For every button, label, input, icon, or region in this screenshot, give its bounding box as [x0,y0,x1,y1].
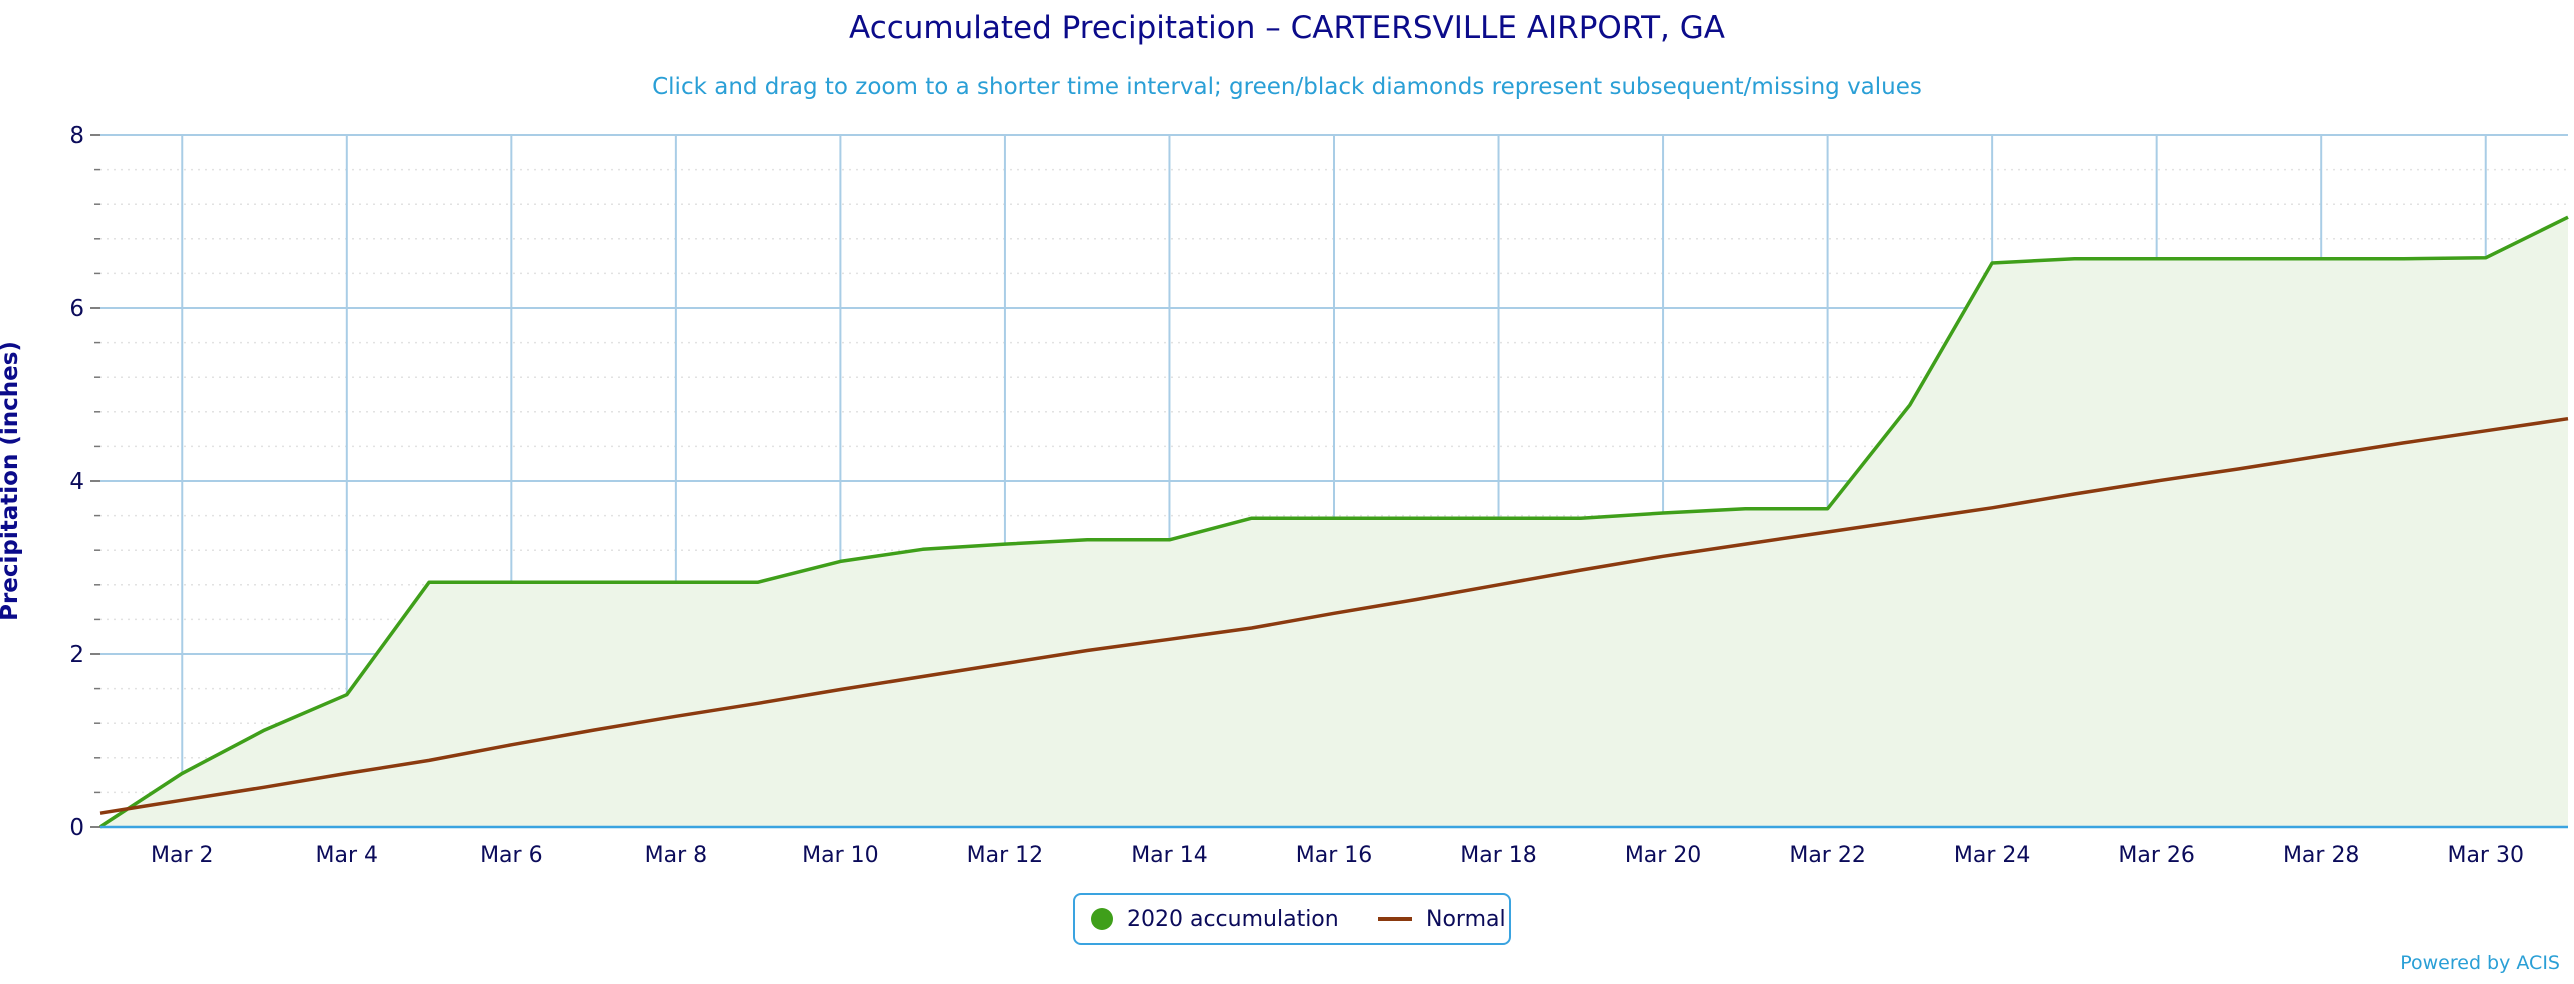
chart-subtitle: Click and drag to zoom to a shorter time… [652,74,1922,100]
y-axis-label: Precipitation (inches) [0,341,23,621]
x-tick-label: Mar 24 [1954,843,2031,868]
x-tick-label: Mar 16 [1296,843,1373,868]
x-tick-label: Mar 8 [645,843,708,868]
x-tick-label: Mar 6 [480,843,543,868]
x-tick-label: Mar 20 [1625,843,1702,868]
x-tick-label: Mar 12 [967,843,1044,868]
series-area-0 [100,217,2568,827]
y-tick-label: 6 [69,296,84,322]
legend-label-normal: Normal [1426,906,1506,932]
series-areas [100,217,2568,827]
legend-label-accumulation: 2020 accumulation [1127,906,1339,932]
chart-title: Accumulated Precipitation – CARTERSVILLE… [849,10,1725,46]
legend: 2020 accumulation Normal [1073,893,1511,945]
x-tick-label: Mar 22 [1789,843,1866,868]
x-tick-label: Mar 14 [1131,843,1208,868]
tick-labels: 0 2 4 6 8 Mar 2 Mar 4 Mar 6 Mar 8 Mar 10 Mar 12 Mar… [69,123,2524,868]
x-tick-label: Mar 4 [316,843,379,868]
legend-line-icon [1378,917,1412,921]
x-tick-label: Mar 10 [802,843,879,868]
y-tick-label: 8 [69,123,84,149]
y-tick-label: 4 [69,469,84,495]
series-line-1 [99,416,2569,815]
legend-item-accumulation[interactable]: 2020 accumulation [1091,895,1339,943]
x-tick-label: Mar 30 [2447,843,2524,868]
x-tick-label: Mar 26 [2118,843,2195,868]
x-tick-label: Mar 2 [151,843,214,868]
y-tick-label: 2 [69,642,84,668]
series-line-0 [99,215,2569,829]
x-tick-label: Mar 18 [1460,843,1537,868]
legend-circle-icon [1091,908,1113,930]
series-lines [99,215,2569,829]
x-tick-label: Mar 28 [2283,843,2360,868]
credits-link[interactable]: Powered by ACIS [2400,952,2560,974]
legend-item-normal[interactable]: Normal [1378,895,1506,943]
y-tick-label: 0 [69,815,84,841]
